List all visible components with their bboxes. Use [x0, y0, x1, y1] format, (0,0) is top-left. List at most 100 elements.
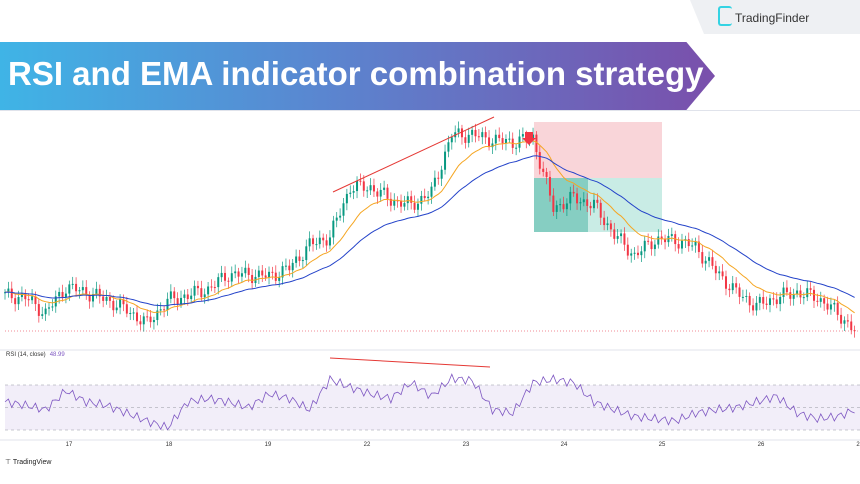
candle-body [636, 252, 639, 256]
candle-body [20, 293, 23, 298]
candle-body [190, 295, 193, 300]
candle-body [166, 298, 169, 310]
candle-body [301, 260, 304, 262]
candle-body [670, 234, 673, 236]
candle-body [295, 256, 298, 263]
candle-body [75, 283, 78, 292]
candle-body [501, 138, 504, 144]
candle-body [102, 296, 105, 301]
candle-body [98, 288, 101, 297]
candle-body [356, 180, 359, 192]
x-tick-label: 23 [462, 442, 470, 448]
rsi-trendline [329, 357, 491, 368]
x-tick-label: 22 [363, 442, 371, 448]
candle-body [620, 233, 623, 237]
candle-body [210, 286, 213, 288]
candle-body [640, 251, 643, 256]
candle-body [58, 291, 61, 297]
candle-body [768, 298, 771, 305]
candle-body [521, 134, 524, 137]
candle-body [410, 196, 413, 203]
candle-body [146, 316, 149, 318]
x-tick-label: 17 [65, 442, 73, 448]
candle-body [257, 270, 260, 277]
candle-body [643, 240, 646, 252]
candle-body [115, 307, 118, 311]
candle-body [762, 297, 765, 304]
candle-body [433, 177, 436, 187]
candle-body [752, 305, 755, 311]
candle-body [173, 291, 176, 299]
candle-body [139, 321, 142, 325]
candle-body [423, 195, 426, 199]
candle-body [234, 271, 237, 274]
candle-body [308, 238, 311, 247]
rsi-legend: RSI (14, close) 48.99 [6, 352, 65, 358]
candle-body [592, 199, 595, 209]
candle-body [48, 307, 51, 309]
candle-body [708, 257, 711, 261]
candle-body [298, 256, 301, 261]
tradingfinder-logo-icon [718, 6, 732, 26]
candle-body [230, 273, 233, 282]
candle-body [677, 244, 680, 249]
candle-body [105, 297, 108, 301]
candle-body [579, 202, 582, 204]
candle-body [7, 288, 10, 293]
candle-body [440, 169, 443, 179]
candle-body [555, 205, 558, 212]
candle-body [589, 205, 592, 209]
candle-body [464, 137, 467, 143]
rsi-line [4, 373, 855, 431]
candle-body [616, 236, 619, 239]
candle-body [68, 284, 71, 294]
candle-body [650, 241, 653, 250]
candle-body [349, 192, 352, 194]
candle-body [535, 134, 538, 153]
candle-body [647, 240, 650, 242]
candle-body [4, 292, 6, 294]
candle-body [657, 236, 660, 245]
candle-body [305, 246, 308, 261]
candle-body [687, 239, 690, 247]
candle-body [136, 312, 139, 322]
candle-body [17, 297, 20, 305]
candle-body [342, 203, 345, 216]
candle-body [796, 290, 799, 295]
candle-body [203, 294, 206, 298]
candle-body [785, 287, 788, 293]
candle-body [816, 300, 819, 302]
candle-body [207, 286, 210, 295]
candle-body [264, 275, 267, 278]
candle-body [728, 288, 731, 291]
candle-body [328, 237, 331, 246]
candle-body [596, 199, 599, 203]
candle-body [748, 295, 751, 306]
x-tick-label: 24 [560, 442, 568, 448]
candle-body [108, 297, 111, 301]
price-chart[interactable] [0, 110, 860, 450]
candle-body [332, 220, 335, 238]
candle-body [27, 299, 30, 301]
candle-body [386, 187, 389, 199]
candle-body [379, 189, 382, 197]
x-tick-label: 26 [757, 442, 765, 448]
candle-body [603, 217, 606, 226]
candle-body [660, 236, 663, 239]
candle-body [623, 233, 626, 245]
candle-body [508, 138, 511, 140]
candle-body [498, 134, 501, 139]
candle-body [576, 193, 579, 204]
candle-body [741, 296, 744, 298]
candle-body [789, 292, 792, 299]
candle-body [471, 129, 474, 135]
candle-body [731, 283, 734, 291]
candle-body [735, 283, 738, 288]
candle-body [31, 296, 34, 301]
candle-body [41, 314, 44, 316]
candle-body [450, 137, 453, 143]
candle-body [37, 304, 40, 316]
candle-body [809, 288, 812, 290]
candle-body [484, 132, 487, 138]
price-trendline [332, 116, 495, 193]
